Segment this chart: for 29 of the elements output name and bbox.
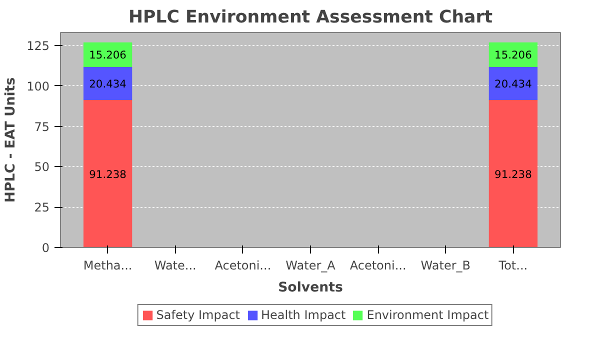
y-tick-label: 100	[26, 79, 50, 94]
chart-title: HPLC Environment Assessment Chart	[128, 8, 493, 28]
x-tick-label: Water_A	[286, 258, 336, 272]
x-tick-label: Wate...	[154, 258, 196, 272]
y-tick-label: 50	[34, 160, 50, 174]
data-label: 91.238	[89, 168, 127, 181]
data-label: 20.434	[494, 77, 532, 90]
legend-label: Health Impact	[261, 308, 346, 322]
x-tick-label: Acetoni...	[350, 258, 406, 272]
legend-label: Environment Impact	[366, 308, 489, 322]
data-label: 91.238	[494, 168, 532, 181]
bar	[83, 100, 132, 248]
legend-label: Safety Impact	[156, 308, 240, 322]
x-tick-label: Acetoni...	[214, 258, 272, 272]
y-tick-label: 0	[42, 241, 50, 255]
data-label: 15.206	[89, 48, 127, 62]
y-tick-label: 25	[34, 200, 50, 215]
y-tick-label: 125	[26, 38, 50, 53]
x-axis-title: Solvents	[278, 280, 343, 296]
x-tick-label: Metha...	[83, 258, 132, 272]
data-label: 20.434	[89, 77, 127, 90]
y-axis-title: HPLC - EAT Units	[4, 77, 19, 203]
x-tick-label: Water_B	[420, 258, 470, 272]
x-tick-label: Tot...	[498, 258, 528, 272]
data-label: 15.206	[494, 48, 532, 62]
y-tick-label: 75	[34, 120, 50, 134]
bar	[488, 66, 538, 100]
bar	[83, 66, 132, 100]
bar	[488, 100, 538, 248]
